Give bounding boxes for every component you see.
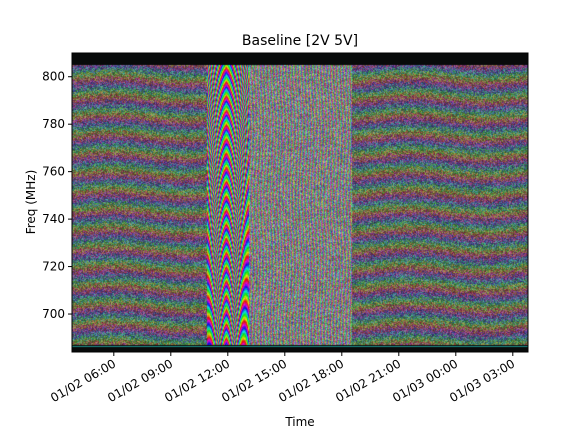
y-tick-label: 760 <box>42 165 65 179</box>
y-axis-label: Freq (MHz) <box>24 170 38 235</box>
heatmap-canvas-holder <box>72 53 528 352</box>
chart-title: Baseline [2V 5V] <box>242 33 358 49</box>
y-tick-label: 780 <box>42 117 65 131</box>
y-tick-label: 720 <box>42 260 65 274</box>
heatmap-image <box>72 53 528 352</box>
x-axis-label: Time <box>284 415 314 429</box>
y-axis: 700 720 740 760 780 800 <box>42 70 72 321</box>
y-tick-label: 740 <box>42 212 65 226</box>
y-tick-label: 800 <box>42 70 65 84</box>
x-tick-label: 01/03 03:00 <box>447 356 517 405</box>
y-tick-label: 700 <box>42 307 65 321</box>
plot-frame <box>71 52 529 353</box>
